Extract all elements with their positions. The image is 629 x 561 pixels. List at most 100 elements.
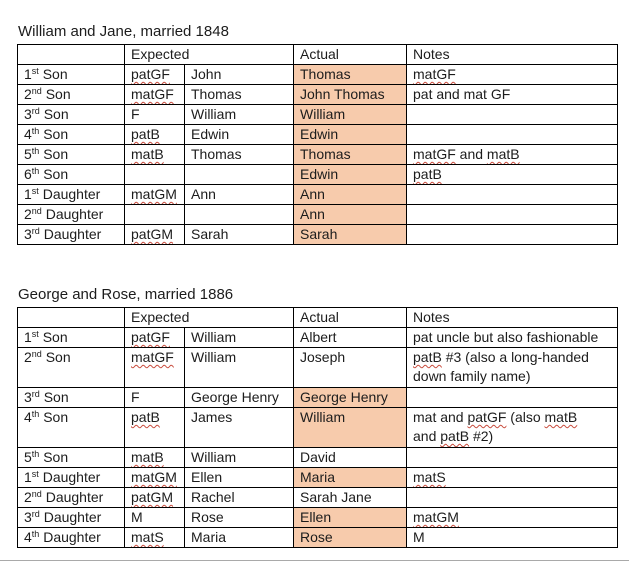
- actual-cell: Sarah: [293, 224, 407, 245]
- notes-cell: [406, 184, 618, 205]
- row-label-cell: 3rd Son: [17, 104, 125, 125]
- relation-label: Daughter: [43, 529, 101, 545]
- relation-label: Son: [43, 146, 69, 162]
- misspelled-word: patB: [131, 126, 160, 142]
- ordinal-number: 4: [24, 409, 32, 425]
- actual-cell: Ann: [293, 184, 407, 205]
- notes-cell: mat and patGF (also matB and patB #2): [406, 407, 618, 448]
- row-label-cell: 2nd Daughter: [17, 487, 125, 508]
- expected-code-cell: matS: [124, 527, 185, 548]
- expected-name-cell: William: [184, 104, 294, 125]
- misspelled-word: matB: [486, 146, 520, 162]
- expected-code-cell: matGF: [124, 84, 185, 105]
- notes-cell: patB: [406, 164, 618, 185]
- misspelled-word: matB: [544, 409, 578, 425]
- ordinal-suffix: nd: [31, 86, 42, 96]
- actual-cell: Ann: [293, 204, 407, 225]
- expected-code-cell: patGM: [124, 224, 185, 245]
- misspelled-word: matS: [131, 529, 164, 545]
- relation-label: Daughter: [43, 509, 102, 525]
- relation-label: Son: [42, 66, 68, 82]
- expected-header-cell: Expected: [124, 307, 294, 328]
- relation-label: Daughter: [43, 226, 102, 242]
- row-label-cell: 3rd Daughter: [17, 224, 125, 245]
- ordinal-suffix: rd: [31, 106, 40, 116]
- header-row: Expected Actual Notes: [17, 307, 618, 328]
- expected-code-cell: matGF: [124, 347, 185, 388]
- note-text: pat uncle but also fashionable: [413, 329, 599, 345]
- notes-cell: matS: [406, 467, 618, 488]
- ordinal-number: 2: [24, 489, 32, 505]
- notes-cell: pat uncle but also fashionable: [406, 327, 618, 348]
- ordinal-suffix: st: [31, 469, 39, 479]
- notes-cell: [406, 224, 618, 245]
- relation-label: Daughter: [45, 206, 104, 222]
- expected-name-cell: James: [184, 407, 294, 448]
- actual-cell: Edwin: [293, 164, 407, 185]
- actual-cell: William: [293, 104, 407, 125]
- table-row: 4th Son patB James William mat and patGF (al…: [17, 407, 618, 448]
- expected-name-cell: Thomas: [184, 84, 294, 105]
- ordinal-suffix: rd: [31, 226, 40, 236]
- misspelled-word: patGM: [131, 489, 174, 505]
- table-row: 1st Daughter matGM Ellen Maria matS: [17, 467, 618, 488]
- relation-label: Son: [43, 166, 69, 182]
- row-label-cell: 3rd Son: [17, 387, 125, 408]
- notes-cell: [406, 204, 618, 225]
- expected-code-cell: patGF: [124, 64, 185, 85]
- misspelled-word: matGF: [131, 86, 174, 102]
- table-row: 1st Daughter matGM Ann Ann: [17, 184, 618, 205]
- expected-name-cell: Edwin: [184, 124, 294, 145]
- note-text: and: [413, 428, 441, 444]
- row-label-cell: 5th Son: [17, 447, 125, 468]
- actual-header-cell: Actual: [293, 307, 407, 328]
- row-label-cell: 4th Son: [17, 124, 125, 145]
- row-label-cell: 3rd Daughter: [17, 507, 125, 528]
- expected-code-cell: patB: [124, 124, 185, 145]
- notes-cell: M: [406, 527, 618, 548]
- actual-cell: William: [293, 407, 407, 448]
- relation-label: Daughter: [42, 186, 101, 202]
- row-label-cell: 4th Daughter: [17, 527, 125, 548]
- document-page: William and Jane, married 1848 Expected A…: [17, 23, 618, 548]
- row-label-cell: 5th Son: [17, 144, 125, 165]
- actual-header-cell: Actual: [293, 44, 407, 65]
- row-label-cell: 1st Son: [17, 64, 125, 85]
- table-row: 2nd Son matGF Thomas John Thomas pat and mat…: [17, 84, 618, 105]
- ordinal-suffix: th: [31, 166, 40, 176]
- ordinal-number: 5: [24, 449, 32, 465]
- table-row: 5th Son matB Thomas Thomas matGF and matB: [17, 144, 618, 165]
- ordinal-number: 3: [24, 106, 32, 122]
- row-label-cell: 1st Son: [17, 327, 125, 348]
- table-row: 3rd Son F William William: [17, 104, 618, 125]
- relation-label: Son: [43, 409, 69, 425]
- expected-name-cell: [184, 204, 294, 225]
- table-row: 4th Son patB Edwin Edwin: [17, 124, 618, 145]
- actual-cell: John Thomas: [293, 84, 407, 105]
- expected-code: F: [131, 106, 140, 122]
- ordinal-suffix: nd: [31, 489, 42, 499]
- ordinal-suffix: st: [31, 66, 39, 76]
- table-title: George and Rose, married 1886: [18, 286, 234, 303]
- family-table-william-jane: Expected Actual Notes 1st Son patGF John Thoma…: [17, 44, 618, 245]
- family-table-george-rose: Expected Actual Notes 1st Son patGF William Al…: [17, 307, 618, 548]
- actual-cell: Edwin: [293, 124, 407, 145]
- misspelled-word: patB: [440, 428, 470, 444]
- actual-cell: Maria: [293, 467, 407, 488]
- expected-name-cell: William: [184, 447, 294, 468]
- actual-cell: Thomas: [293, 144, 407, 165]
- ordinal-number: 2: [24, 206, 32, 222]
- note-text: #3 (also a long-handed: [441, 349, 589, 365]
- relation-label: Son: [45, 86, 71, 102]
- misspelled-word: matGF: [131, 349, 174, 365]
- table-row: 3rd Daughter patGM Sarah Sarah: [17, 224, 618, 245]
- corner-header-cell: [17, 307, 125, 328]
- misspelled-word: patB: [413, 166, 442, 182]
- expected-code-cell: matB: [124, 447, 185, 468]
- actual-cell: David: [293, 447, 407, 468]
- ordinal-suffix: th: [31, 126, 40, 136]
- notes-cell: pat and mat GF: [406, 84, 618, 105]
- expected-name-cell: George Henry: [184, 387, 294, 408]
- note-text: mat and: [413, 409, 468, 425]
- ordinal-number: 2: [24, 349, 32, 365]
